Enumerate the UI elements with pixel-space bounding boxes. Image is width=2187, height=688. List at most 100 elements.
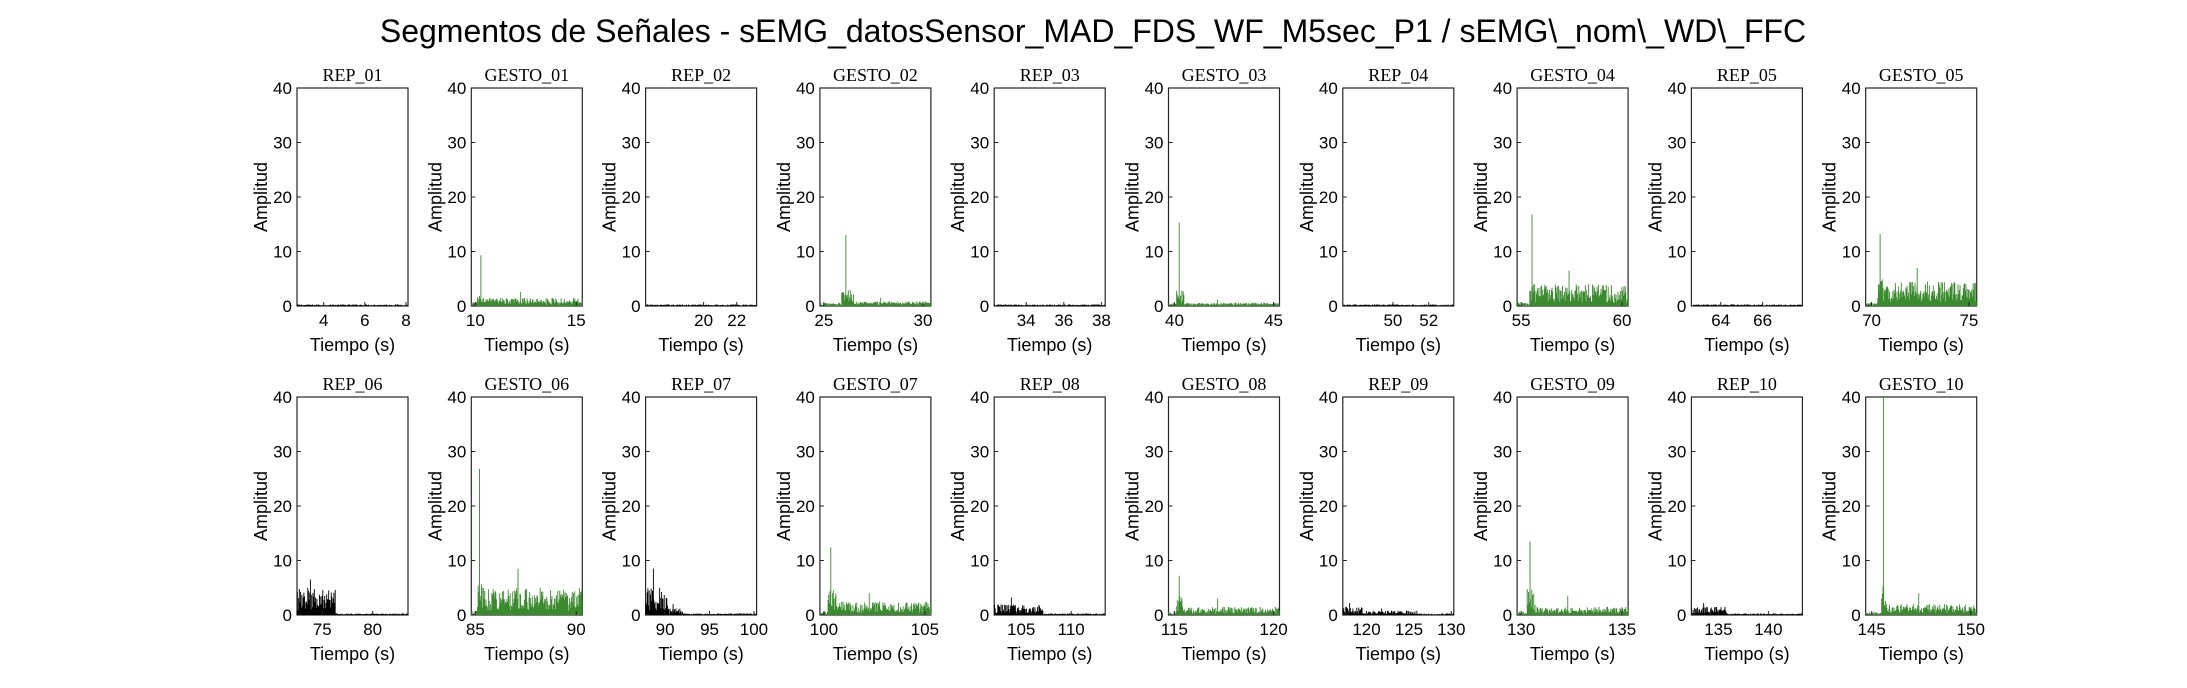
signal-trace xyxy=(819,235,932,306)
y-tick-label: 30 xyxy=(970,443,989,462)
y-tick-label: 10 xyxy=(1145,552,1164,571)
signal-trace xyxy=(994,304,1106,306)
y-tick-label: 20 xyxy=(1667,497,1686,516)
y-tick-label: 0 xyxy=(1503,297,1512,316)
x-tick-label: 135 xyxy=(1608,620,1636,639)
y-tick-label: 10 xyxy=(1842,552,1861,571)
y-axis-label: Amplitud xyxy=(1123,471,1143,541)
subplot-gesto-04: 0 10 20 30 40 55 60 GESTO_04 Tiempo (s) Amplitud xyxy=(1471,65,1631,355)
x-tick-label: 75 xyxy=(313,620,332,639)
x-tick-label: 100 xyxy=(740,620,768,639)
y-axis-label: Amplitud xyxy=(251,162,271,232)
x-axis-label: Tiempo (s) xyxy=(1181,335,1266,355)
figure-title: Segmentos de Señales - sEMG_datosSensor_… xyxy=(380,13,1806,49)
x-axis-label: Tiempo (s) xyxy=(1356,335,1441,355)
y-axis-label: Amplitud xyxy=(1471,162,1491,232)
y-tick-label: 0 xyxy=(631,606,640,625)
y-tick-label: 0 xyxy=(1677,606,1686,625)
y-tick-label: 40 xyxy=(622,388,641,407)
subplot-rep-05: 0 10 20 30 40 64 66 REP_05 Tiempo (s) Amplitud xyxy=(1645,65,1804,355)
y-tick-label: 0 xyxy=(980,606,989,625)
y-tick-label: 0 xyxy=(283,297,292,316)
y-tick-label: 10 xyxy=(1667,243,1686,262)
subplot-title: REP_01 xyxy=(322,65,382,85)
y-tick-label: 20 xyxy=(796,188,815,207)
x-tick-label: 85 xyxy=(466,620,485,639)
y-tick-label: 20 xyxy=(273,497,292,516)
y-tick-label: 0 xyxy=(1328,606,1337,625)
axes-box xyxy=(993,87,1106,307)
y-tick-label: 10 xyxy=(1493,243,1512,262)
x-tick-label: 115 xyxy=(1161,620,1188,639)
y-tick-label: 30 xyxy=(1493,443,1512,462)
y-tick-label: 20 xyxy=(622,188,641,207)
y-tick-label: 10 xyxy=(622,552,641,571)
y-tick-label: 0 xyxy=(805,297,814,316)
x-tick-label: 38 xyxy=(1092,311,1111,330)
y-tick-label: 40 xyxy=(622,79,641,98)
x-tick-label: 30 xyxy=(914,311,933,330)
y-tick-label: 40 xyxy=(447,388,466,407)
x-tick-label: 45 xyxy=(1264,311,1283,330)
axes-box xyxy=(470,396,583,616)
y-tick-label: 20 xyxy=(1493,188,1512,207)
signal-trace xyxy=(1516,541,1629,615)
x-tick-label: 8 xyxy=(401,311,410,330)
x-tick-label: 22 xyxy=(727,311,746,330)
x-tick-label: 75 xyxy=(1959,311,1978,330)
y-tick-label: 10 xyxy=(622,243,641,262)
y-tick-label: 30 xyxy=(1493,134,1512,153)
y-tick-label: 20 xyxy=(1842,497,1861,516)
axes-box xyxy=(819,87,932,307)
y-axis-label: Amplitud xyxy=(1820,471,1840,541)
y-tick-label: 40 xyxy=(1319,388,1338,407)
y-tick-label: 30 xyxy=(1667,443,1686,462)
y-axis-label: Amplitud xyxy=(1645,162,1665,232)
x-tick-label: 50 xyxy=(1383,311,1402,330)
y-tick-label: 30 xyxy=(447,443,466,462)
signal-trace xyxy=(994,597,1106,615)
subplot-rep-04: 0 10 20 30 40 50 52 REP_04 Tiempo (s) Amplitud xyxy=(1297,65,1455,355)
x-tick-label: 66 xyxy=(1753,311,1772,330)
y-tick-label: 10 xyxy=(273,552,292,571)
x-tick-label: 90 xyxy=(567,620,586,639)
signal-trace xyxy=(1168,222,1280,306)
y-tick-label: 20 xyxy=(970,497,989,516)
axes-box xyxy=(1342,396,1455,616)
axes-box xyxy=(993,396,1106,616)
subplot-title: REP_02 xyxy=(671,65,731,85)
x-axis-label: Tiempo (s) xyxy=(833,335,918,355)
x-tick-label: 52 xyxy=(1419,311,1438,330)
y-tick-label: 40 xyxy=(796,79,815,98)
subplot-rep-10: 0 10 20 30 40 135 140 REP_10 Tiempo (s) Amplitud xyxy=(1645,374,1804,664)
y-tick-label: 30 xyxy=(622,443,641,462)
y-tick-label: 20 xyxy=(1842,188,1861,207)
x-tick-label: 90 xyxy=(656,620,675,639)
subplot-title: GESTO_05 xyxy=(1879,65,1964,85)
y-tick-label: 10 xyxy=(447,552,466,571)
y-tick-label: 30 xyxy=(1842,443,1861,462)
y-tick-label: 40 xyxy=(273,79,292,98)
y-tick-label: 20 xyxy=(1667,188,1686,207)
y-tick-label: 20 xyxy=(1145,188,1164,207)
x-tick-label: 36 xyxy=(1054,311,1073,330)
y-tick-label: 0 xyxy=(1328,297,1337,316)
y-tick-label: 40 xyxy=(447,79,466,98)
y-tick-label: 30 xyxy=(273,134,292,153)
y-tick-label: 20 xyxy=(970,188,989,207)
subplot-title: REP_06 xyxy=(322,374,382,394)
y-tick-label: 30 xyxy=(970,134,989,153)
axes-box xyxy=(470,87,583,307)
y-tick-label: 40 xyxy=(970,79,989,98)
y-tick-label: 0 xyxy=(1503,606,1512,625)
signal-trace xyxy=(471,468,583,615)
signal-trace xyxy=(296,579,409,615)
axes-box xyxy=(819,396,932,616)
x-tick-label: 110 xyxy=(1058,620,1085,639)
subplot-rep-03: 0 10 20 30 40 34 36 38 REP_03 Tiempo (s) Amplitud xyxy=(948,65,1111,355)
subplot-title: GESTO_06 xyxy=(484,374,569,394)
axes-box xyxy=(644,87,758,307)
x-tick-label: 145 xyxy=(1857,620,1885,639)
x-axis-label: Tiempo (s) xyxy=(310,335,395,355)
